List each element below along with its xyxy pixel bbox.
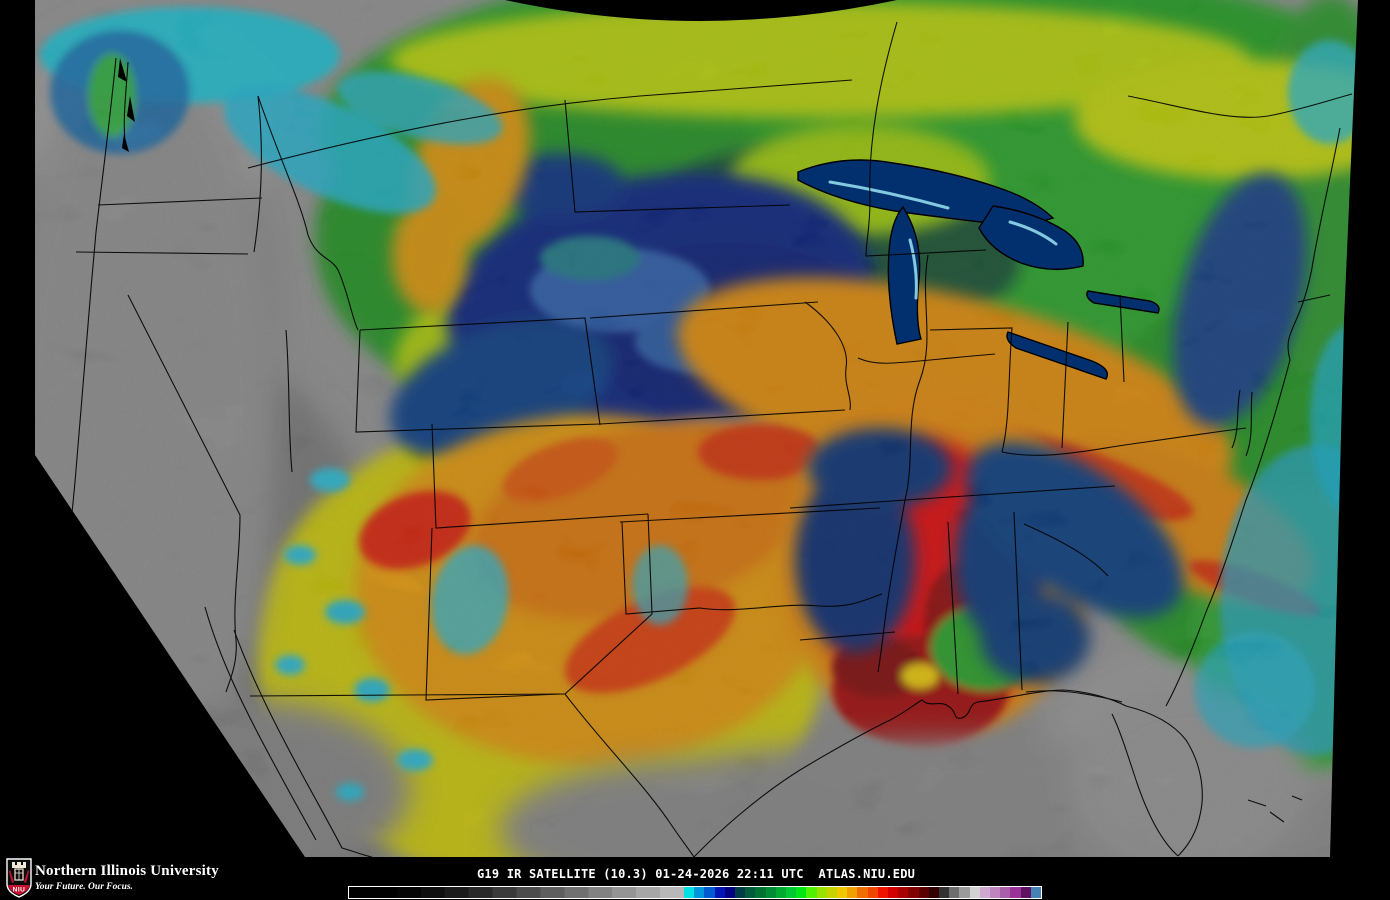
great-lakes-ice-streaks [828,180,1058,300]
color-scale-segment [1010,887,1021,898]
color-scale-segment [969,887,980,898]
color-scale-segment [714,887,725,898]
satellite-image [35,0,1358,857]
state-boundaries [65,21,1353,857]
map-caption: G19 IR SATELLITE (10.3) 01-24-2026 22:11… [477,867,916,881]
color-scale-segment [704,887,715,898]
color-scale-segment [887,887,899,898]
color-scale-segment [755,887,766,898]
color-scale-segment [816,887,827,898]
color-scale-gray-ramp [349,887,684,898]
color-scale-segment [796,887,807,898]
color-scale-segment [765,887,776,898]
color-scale-segment [775,887,786,898]
color-scale-segment [847,887,858,898]
color-scale-segment [928,887,939,898]
satellite-map [35,0,1358,857]
color-scale-segment [694,887,705,898]
castle-battlement-icon [12,862,26,868]
color-scale-segment [990,887,1001,898]
color-scale-segment [724,887,735,898]
pixel-grain [35,0,1358,857]
color-scale-segment [857,887,868,898]
color-scale-segment [1020,887,1031,898]
ir-temperature-color-scale [348,886,1042,899]
color-scale-segment [734,887,746,898]
color-scale-segment [877,887,888,898]
color-scale-segment [949,887,960,898]
color-scale-segment [1030,887,1042,898]
puget-sound [118,58,135,152]
university-tagline: Your Future. Our Focus. [35,882,133,892]
university-name: Northern Illinois University [35,863,219,879]
color-scale-segment [959,887,970,898]
color-scale-segment [683,887,695,898]
color-scale-segment [1000,887,1011,898]
color-scale-segment [939,887,950,898]
color-scale-segment [826,887,837,898]
color-scale-segment [918,887,929,898]
color-scale-segment [898,887,909,898]
color-scale-segment [785,887,797,898]
color-scale-segment [979,887,991,898]
great-lakes [797,159,1160,380]
color-scale-segment [745,887,756,898]
niu-shield-logo: NIU [6,858,32,898]
color-scale-segment [908,887,919,898]
shield-niu-text: NIU [13,887,26,894]
color-scale-segment [867,887,878,898]
color-scale-segment [836,887,848,898]
color-scale-segment [806,887,817,898]
